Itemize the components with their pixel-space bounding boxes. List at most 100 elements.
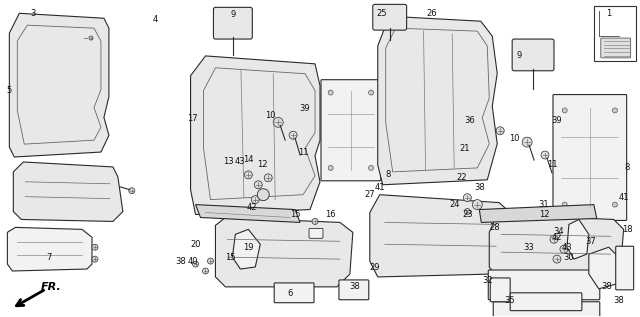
Circle shape [612, 202, 618, 207]
Text: 24: 24 [449, 200, 460, 209]
Circle shape [202, 268, 209, 274]
Text: 15: 15 [290, 210, 300, 219]
Text: 38: 38 [613, 296, 624, 305]
Text: 42: 42 [552, 233, 562, 242]
Text: 41: 41 [618, 193, 629, 202]
Text: 39: 39 [300, 104, 310, 113]
Circle shape [264, 174, 272, 182]
Text: 26: 26 [426, 9, 437, 18]
Text: 8: 8 [624, 164, 629, 172]
FancyBboxPatch shape [274, 283, 314, 303]
Text: 29: 29 [369, 262, 380, 272]
Circle shape [328, 165, 333, 171]
Text: 1: 1 [606, 9, 611, 18]
Text: FR.: FR. [41, 282, 62, 292]
FancyBboxPatch shape [339, 280, 369, 300]
Text: 19: 19 [243, 243, 253, 252]
Text: 13: 13 [223, 158, 234, 166]
FancyBboxPatch shape [616, 246, 634, 290]
FancyBboxPatch shape [493, 302, 600, 317]
Text: 23: 23 [462, 210, 473, 219]
Circle shape [522, 137, 532, 147]
Polygon shape [567, 219, 589, 259]
FancyBboxPatch shape [488, 270, 600, 300]
Text: 14: 14 [243, 155, 253, 165]
Circle shape [273, 117, 283, 127]
Text: 38: 38 [602, 282, 612, 291]
Text: 16: 16 [324, 210, 335, 219]
Text: 18: 18 [622, 225, 633, 234]
Circle shape [472, 200, 483, 210]
Circle shape [254, 181, 262, 189]
FancyBboxPatch shape [510, 293, 582, 311]
Text: 7: 7 [47, 253, 52, 262]
Polygon shape [479, 204, 596, 223]
Text: 12: 12 [539, 210, 549, 219]
Text: 36: 36 [464, 116, 475, 125]
Polygon shape [378, 16, 497, 185]
Polygon shape [8, 227, 92, 271]
Text: 38: 38 [175, 256, 186, 266]
Circle shape [92, 256, 98, 262]
FancyBboxPatch shape [214, 7, 252, 39]
Text: 30: 30 [564, 253, 574, 262]
Circle shape [553, 255, 561, 263]
Circle shape [129, 188, 135, 194]
Text: 38: 38 [474, 183, 484, 192]
Polygon shape [216, 217, 353, 287]
FancyBboxPatch shape [372, 4, 406, 30]
Text: 43: 43 [235, 158, 246, 166]
Circle shape [328, 90, 333, 95]
Text: 37: 37 [586, 237, 596, 246]
Text: 34: 34 [554, 227, 564, 236]
Text: 40: 40 [188, 256, 198, 266]
Polygon shape [489, 215, 623, 277]
Text: 9: 9 [231, 10, 236, 19]
Polygon shape [191, 56, 320, 215]
FancyBboxPatch shape [553, 94, 627, 220]
Text: 27: 27 [364, 190, 375, 199]
Circle shape [289, 131, 297, 139]
Text: 11: 11 [547, 160, 557, 170]
Text: 39: 39 [552, 116, 563, 125]
FancyBboxPatch shape [309, 228, 323, 238]
Text: 38: 38 [349, 282, 360, 291]
Circle shape [612, 108, 618, 113]
FancyBboxPatch shape [490, 278, 510, 302]
Text: 17: 17 [188, 114, 198, 123]
Circle shape [550, 235, 558, 243]
Circle shape [563, 202, 567, 207]
FancyBboxPatch shape [601, 38, 630, 58]
Circle shape [92, 244, 98, 250]
Circle shape [563, 108, 567, 113]
Polygon shape [13, 162, 123, 222]
Polygon shape [232, 230, 260, 269]
Text: 20: 20 [190, 240, 201, 249]
Text: 43: 43 [562, 243, 572, 252]
Text: 12: 12 [257, 160, 268, 170]
Text: 4: 4 [153, 15, 158, 24]
Text: 28: 28 [489, 223, 500, 232]
Polygon shape [589, 247, 621, 289]
Text: 35: 35 [504, 296, 515, 305]
Circle shape [541, 151, 549, 159]
Circle shape [252, 196, 259, 204]
Circle shape [193, 261, 198, 267]
Circle shape [369, 165, 374, 171]
Text: 31: 31 [539, 200, 549, 209]
Text: 3: 3 [31, 9, 36, 18]
Text: 41: 41 [374, 183, 385, 192]
Circle shape [207, 258, 214, 264]
Polygon shape [196, 204, 300, 223]
Circle shape [89, 36, 93, 40]
Polygon shape [10, 13, 109, 157]
Text: 33: 33 [524, 243, 534, 252]
FancyBboxPatch shape [321, 80, 381, 181]
Text: 15: 15 [225, 253, 236, 262]
Text: 6: 6 [287, 289, 293, 298]
Text: 42: 42 [247, 203, 257, 212]
Text: 10: 10 [509, 134, 520, 143]
Text: 25: 25 [376, 9, 387, 18]
Text: 9: 9 [516, 51, 522, 61]
Text: 11: 11 [298, 147, 308, 157]
